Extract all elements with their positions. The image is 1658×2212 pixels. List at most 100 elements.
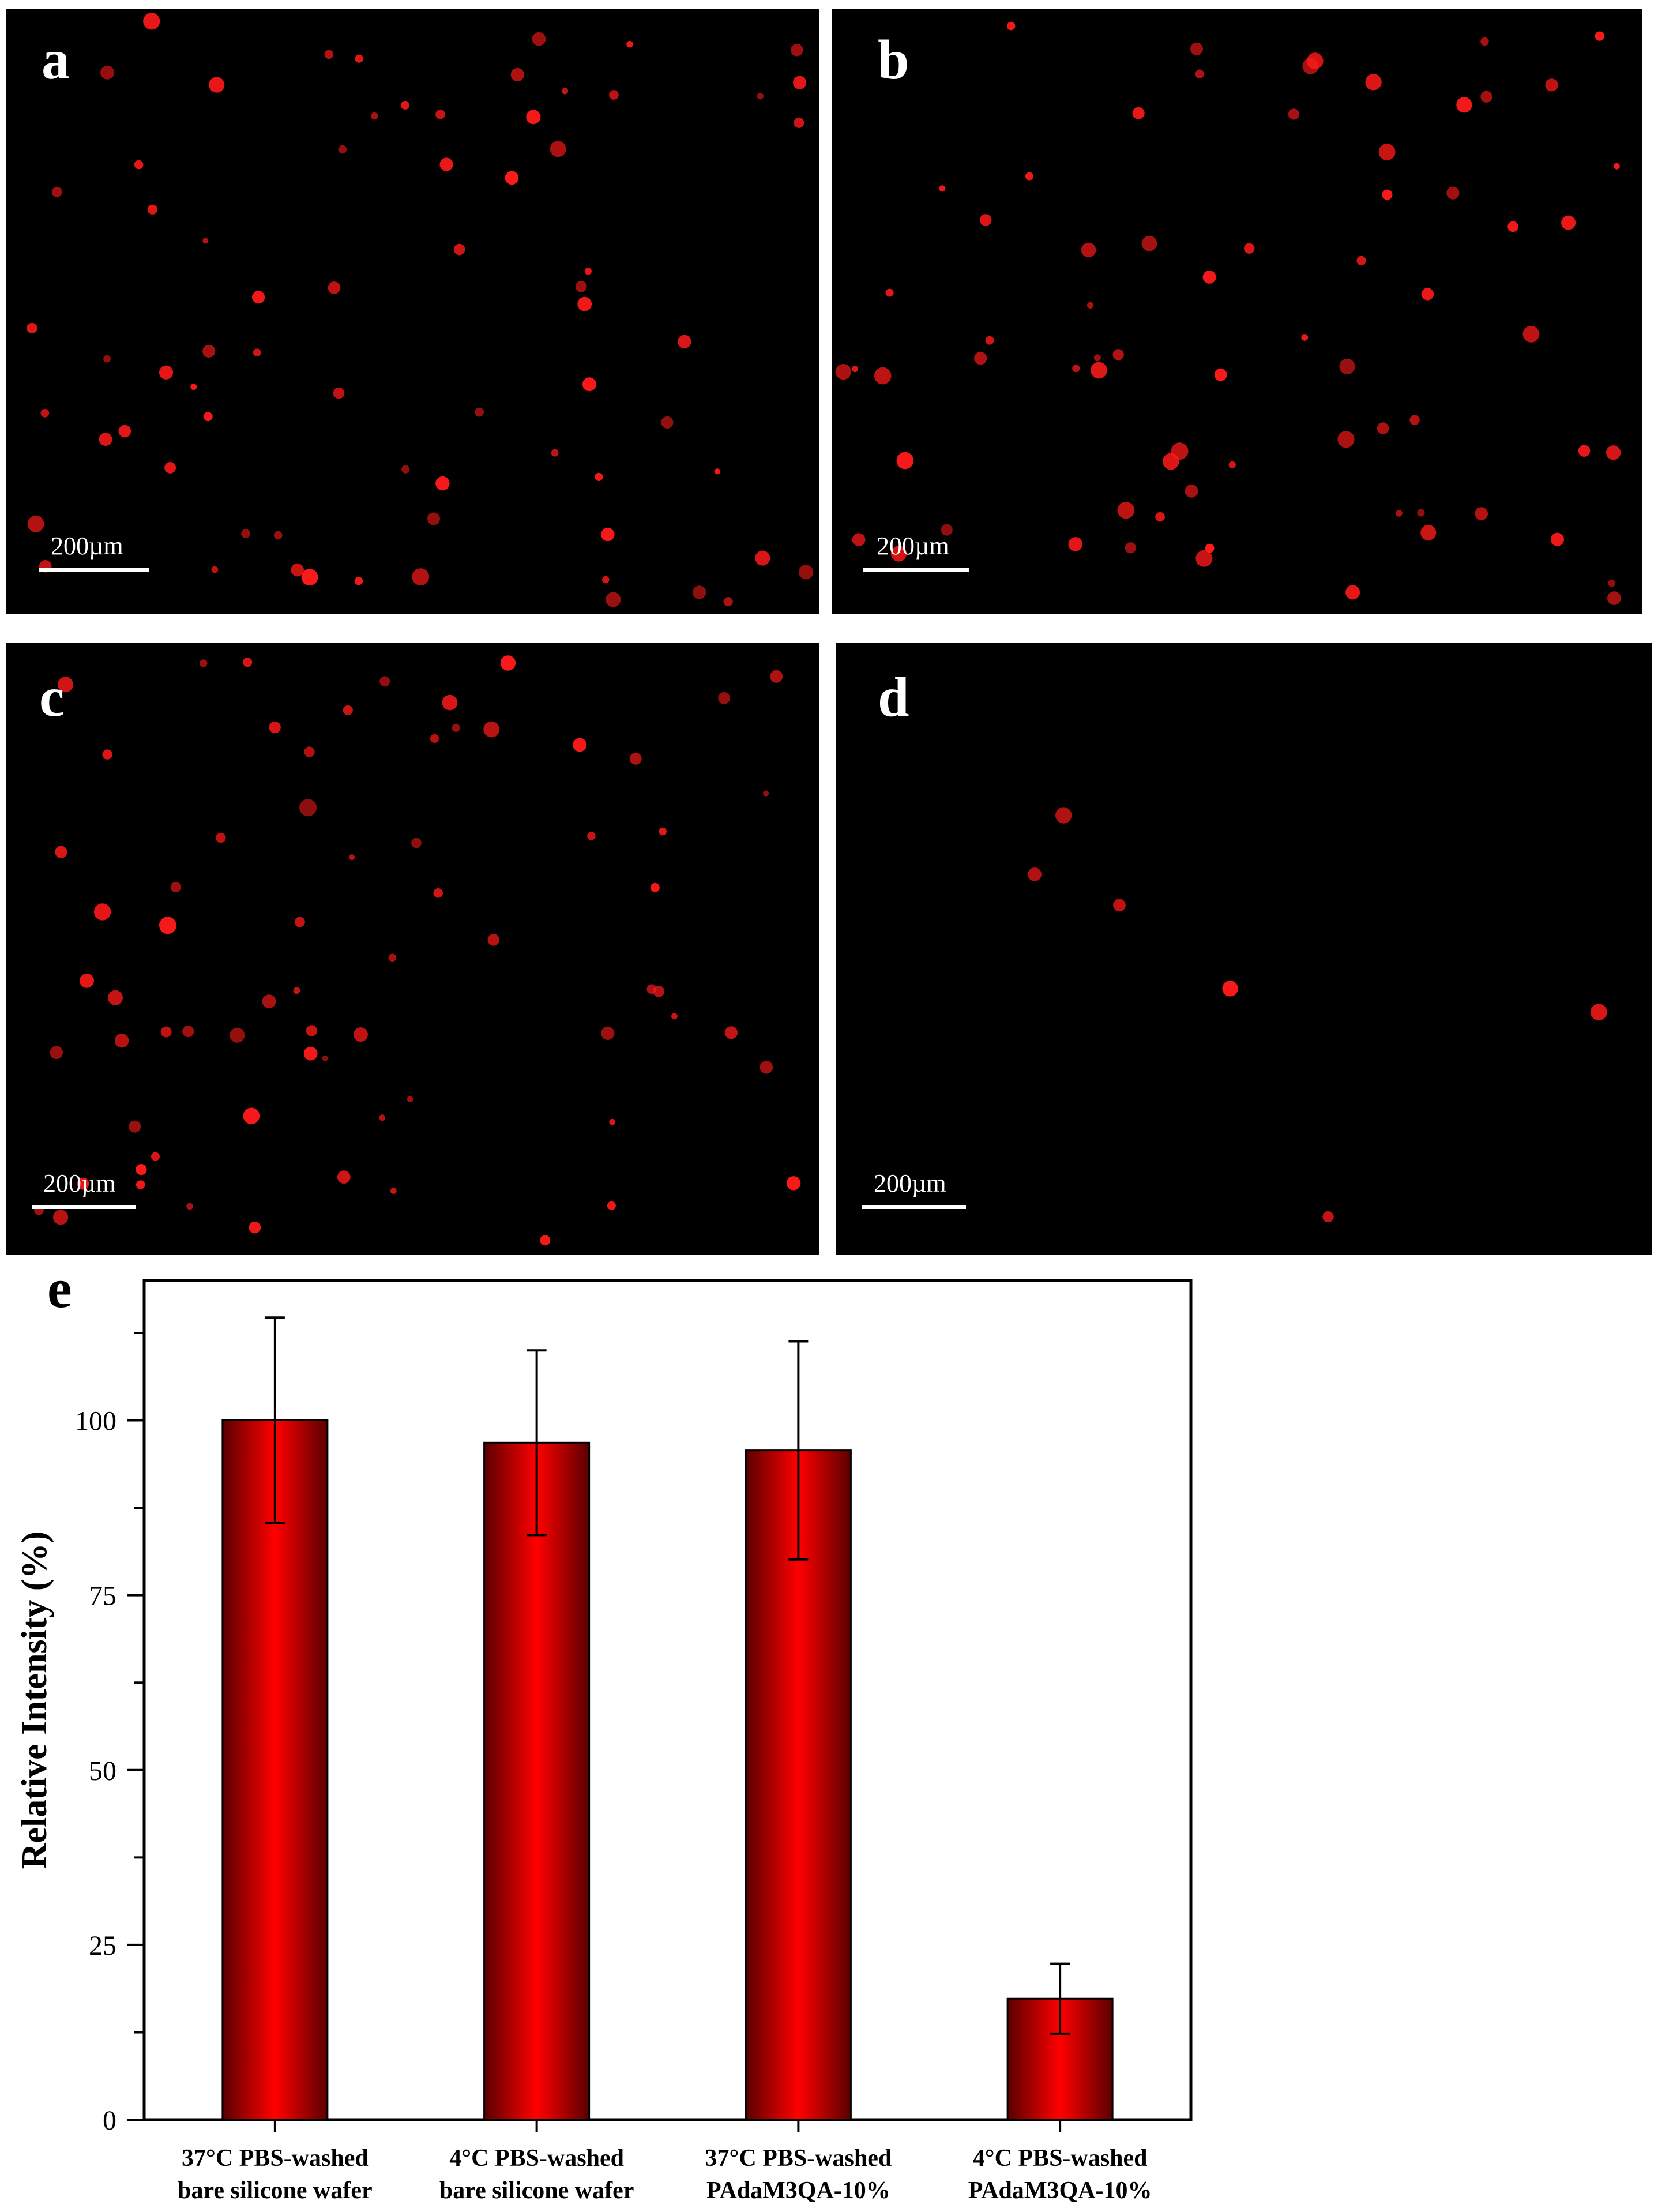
cell-spot	[1132, 107, 1145, 119]
cell-spot	[108, 990, 123, 1005]
cell-spot	[550, 141, 566, 157]
cell-spot	[80, 973, 94, 988]
cell-spot	[718, 692, 730, 704]
cell-spot	[412, 568, 430, 585]
cell-spot	[262, 994, 276, 1008]
cell-spot	[587, 831, 596, 840]
panel-label-d: d	[878, 666, 909, 728]
cell-spot	[58, 677, 73, 693]
cell-spot	[874, 367, 892, 385]
cell-spot	[211, 566, 219, 573]
cell-spot	[723, 597, 733, 607]
cell-spot	[609, 1118, 615, 1125]
cell-spot	[1195, 69, 1204, 78]
cell-spot	[243, 1107, 260, 1125]
cell-spot	[170, 882, 181, 892]
x-tick-label: 4°C PBS-washed bare silicone wafer	[439, 2145, 634, 2204]
cell-spot	[1607, 591, 1621, 605]
cell-spot	[835, 364, 851, 380]
cell-spot	[407, 1096, 413, 1102]
cell-spot	[724, 1026, 738, 1039]
cell-spot	[1595, 31, 1604, 41]
scale-label-b: 200µm	[877, 532, 949, 560]
cell-spot	[577, 296, 592, 311]
cell-spot	[51, 186, 62, 197]
error-bar	[527, 1349, 547, 1537]
cell-spot	[379, 676, 390, 687]
cell-spot	[1185, 484, 1198, 498]
cell-spot	[27, 515, 44, 532]
cell-spot	[349, 854, 355, 861]
cell-spot	[941, 524, 953, 536]
cell-spot	[160, 1026, 172, 1038]
cell-spot	[1141, 235, 1157, 251]
cell-spot	[1421, 288, 1434, 301]
cell-spot	[1365, 74, 1382, 91]
cell-spot	[1214, 368, 1227, 381]
cell-spot	[93, 903, 111, 921]
cell-spot	[202, 238, 209, 244]
cell-spot	[303, 1046, 318, 1061]
cell-spot	[526, 110, 541, 125]
cell-spot	[241, 529, 250, 538]
cell-spot	[343, 705, 353, 715]
panel-label-c: c	[39, 666, 65, 728]
cell-spot	[355, 54, 363, 63]
bar	[483, 1441, 591, 2121]
cell-spot	[1028, 867, 1042, 881]
cell-spot	[103, 355, 111, 363]
bar	[745, 1449, 852, 2121]
cell-spot	[551, 449, 559, 457]
cell-spot	[134, 160, 144, 170]
cell-spot	[1507, 221, 1518, 232]
cell-spot	[430, 734, 439, 743]
cell-spot	[1190, 42, 1203, 55]
cell-spot	[1578, 445, 1591, 457]
cell-spot	[203, 412, 213, 422]
x-tick-label: 37°C PBS-washed PAdaM3QA-10%	[705, 2145, 892, 2204]
cell-spot	[294, 917, 305, 927]
cell-spot	[186, 1203, 193, 1210]
y-tick-label: 100	[75, 1406, 116, 1437]
cell-spot	[1162, 453, 1179, 470]
cell-spot	[659, 827, 667, 836]
cell-spot	[388, 953, 397, 962]
y-tick-label: 50	[89, 1756, 116, 1786]
cell-spot	[890, 546, 907, 562]
cell-spot	[1446, 186, 1460, 200]
error-bar	[1050, 1962, 1070, 2035]
cell-spot	[606, 592, 621, 607]
cell-spot	[249, 1221, 261, 1234]
cell-spot	[301, 569, 318, 586]
cell-spot	[293, 987, 300, 994]
error-bar	[788, 1340, 809, 1561]
x-tick-label: 37°C PBS-washed bare silicone wafer	[178, 2145, 372, 2204]
cell-spot	[136, 1164, 147, 1176]
cell-spot	[370, 112, 378, 120]
cell-spot	[1345, 585, 1360, 600]
cell-spot	[143, 13, 160, 30]
cell-spot	[1112, 349, 1124, 360]
cell-spot	[852, 366, 858, 373]
cell-spot	[190, 384, 197, 390]
cell-spot	[27, 322, 37, 334]
cell-spot	[379, 1114, 385, 1121]
cell-spot	[1244, 243, 1255, 254]
cell-spot	[1228, 461, 1236, 469]
cell-spot	[1006, 21, 1016, 31]
cell-spot	[337, 1170, 351, 1184]
cell-spot	[442, 694, 458, 711]
y-tick-label: 0	[103, 2105, 116, 2136]
cell-spot	[136, 1180, 145, 1189]
bar-chart: 0 25 50 75 100 Relative Intensity (%) 37°C PBS…	[15, 1279, 1193, 2204]
cell-spot	[50, 1046, 63, 1059]
cell-spot	[1614, 163, 1620, 170]
cell-spots-d	[1028, 807, 1607, 1223]
cell-spot	[147, 204, 157, 215]
cell-spot	[561, 88, 569, 95]
cell-spot	[582, 377, 596, 392]
cell-spot	[1409, 415, 1420, 425]
cell-spot	[200, 659, 208, 667]
cell-spot	[974, 352, 987, 365]
cell-spot	[1378, 144, 1396, 160]
